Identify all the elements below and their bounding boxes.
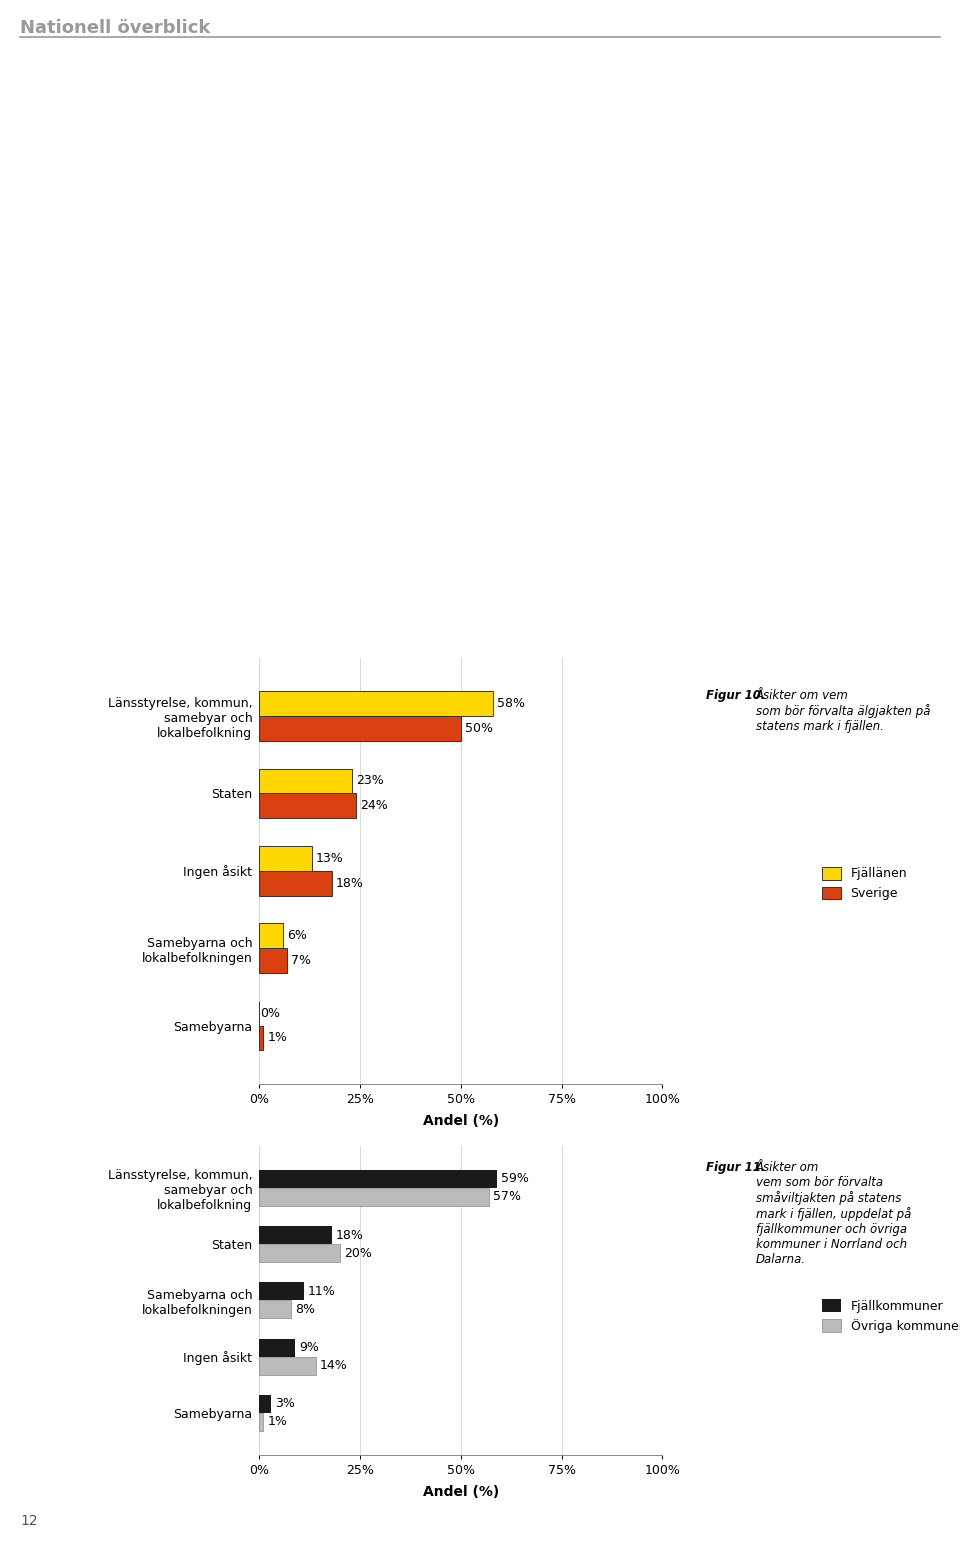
Bar [259, 1226, 332, 1245]
Text: 50%: 50% [465, 721, 492, 735]
Text: 12: 12 [20, 1514, 37, 1528]
Bar [259, 1356, 316, 1375]
Legend: Fjällänen, Sverige: Fjällänen, Sverige [822, 867, 907, 901]
Text: 14%: 14% [320, 1359, 348, 1372]
Legend: Fjällkommuner, Övriga kommuner: Fjällkommuner, Övriga kommuner [822, 1299, 960, 1333]
Text: Åsikter om
vem som bör förvalta
småviltjakten på statens
mark i fjällen, uppdela: Åsikter om vem som bör förvalta småviltj… [756, 1161, 911, 1266]
Bar [259, 1187, 489, 1206]
Text: 13%: 13% [316, 851, 344, 865]
Text: 24%: 24% [360, 799, 388, 813]
Text: Nationell överblick: Nationell överblick [20, 19, 210, 37]
Text: 7%: 7% [292, 954, 311, 968]
Bar [259, 1339, 296, 1356]
Bar [259, 1300, 292, 1319]
Text: 23%: 23% [356, 774, 384, 788]
Bar [259, 1282, 303, 1300]
Bar [259, 1245, 340, 1262]
Text: Figur 10.: Figur 10. [706, 689, 765, 701]
Text: 59%: 59% [501, 1172, 529, 1186]
Bar [259, 769, 352, 794]
X-axis label: Andel (%): Andel (%) [422, 1115, 499, 1128]
Bar [259, 947, 287, 974]
Text: 20%: 20% [344, 1246, 372, 1260]
Bar [259, 1413, 263, 1430]
Bar [259, 715, 461, 741]
X-axis label: Andel (%): Andel (%) [422, 1486, 499, 1500]
Text: 18%: 18% [336, 876, 364, 890]
Text: 6%: 6% [287, 929, 307, 943]
Bar [259, 845, 312, 870]
Bar [259, 1026, 263, 1050]
Bar [259, 690, 493, 715]
Text: 1%: 1% [267, 1031, 287, 1045]
Text: 0%: 0% [260, 1006, 280, 1020]
Bar [259, 794, 356, 819]
Text: 3%: 3% [276, 1398, 296, 1410]
Text: 9%: 9% [300, 1341, 320, 1354]
Text: 18%: 18% [336, 1229, 364, 1241]
Text: Åsikter om vem
som bör förvalta älgjakten på
statens mark i fjällen.: Åsikter om vem som bör förvalta älgjakte… [756, 689, 930, 734]
Bar [259, 923, 283, 947]
Text: 58%: 58% [497, 697, 525, 711]
Text: 57%: 57% [493, 1190, 521, 1203]
Bar [259, 1395, 272, 1413]
Text: 11%: 11% [307, 1285, 335, 1297]
Text: 1%: 1% [267, 1415, 287, 1429]
Text: Figur 11.: Figur 11. [706, 1161, 765, 1173]
Text: 8%: 8% [296, 1303, 316, 1316]
Bar [259, 870, 332, 895]
Bar [259, 1170, 497, 1187]
